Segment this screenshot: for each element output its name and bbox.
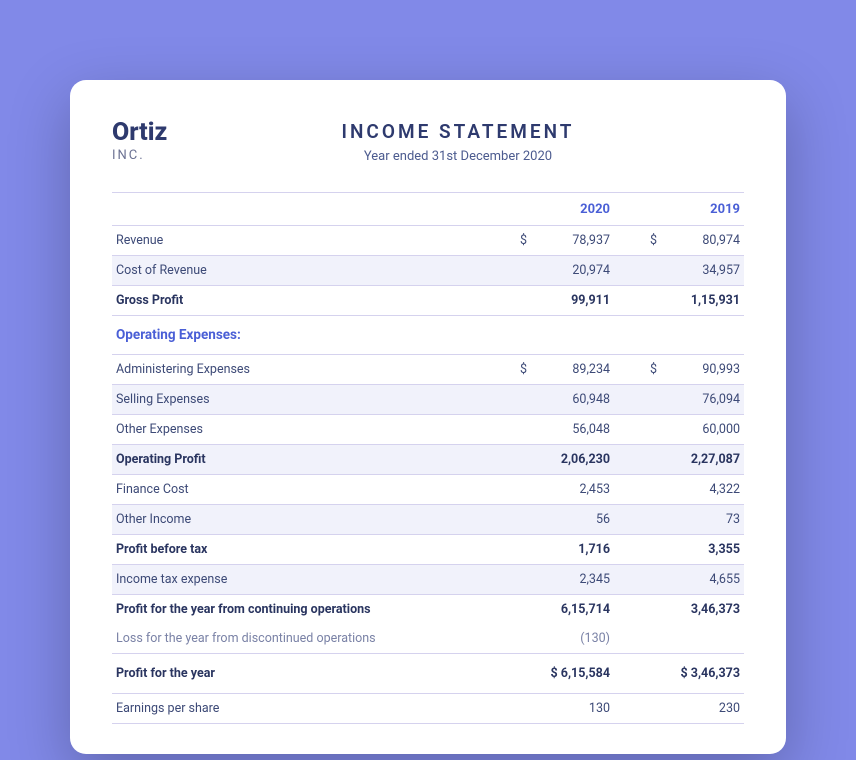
label: Revenue [116,233,520,248]
value-2019: 2,27,087 [668,452,740,467]
currency: $ [650,362,668,377]
label: Other Income [116,512,520,527]
label: Profit before tax [116,542,520,557]
label: Operating Expenses: [116,327,740,343]
currency: $ [520,233,538,248]
value-2020: 1,716 [538,542,610,557]
label: Profit for the year [116,666,502,681]
value-2019: 4,322 [668,482,740,497]
value-2019: 4,655 [668,572,740,587]
row-finance-cost: Finance Cost 2,453 4,322 [112,475,744,504]
document-subtitle: Year ended 31st December 2020 [282,149,634,164]
value-2019: 3,46,373 [668,602,740,617]
year-2: 2019 [668,202,740,217]
label: Gross Profit [116,293,520,308]
document-header: Ortiz INC. INCOME STATEMENT Year ended 3… [112,120,744,164]
value-2019: 76,094 [668,392,740,407]
value-2020: 89,234 [538,362,610,377]
label: Operating Profit [116,452,520,467]
label: Other Expenses [116,422,520,437]
statement-table: 2020 2019 Revenue $ 78,937 $ 80,974 Cost… [112,192,744,724]
row-other-expenses: Other Expenses 56,048 60,000 [112,415,744,444]
value-2020: $ 6,15,584 [520,666,610,681]
label: Profit for the year from continuing oper… [116,602,520,617]
value-2019: 1,15,931 [668,293,740,308]
row-eps: Earnings per share 130 230 [112,694,744,723]
value-2020: (130) [538,631,610,646]
currency: $ [520,362,538,377]
value-2020: 56 [538,512,610,527]
company-block: Ortiz INC. [112,120,282,163]
row-income-tax: Income tax expense 2,345 4,655 [112,565,744,594]
row-gross-profit: Gross Profit 99,911 1,15,931 [112,286,744,315]
value-2020: 6,15,714 [538,602,610,617]
value-2020: 20,974 [538,263,610,278]
year-header-row: 2020 2019 [112,193,744,225]
label: Selling Expenses [116,392,520,407]
row-opex-header: Operating Expenses: [112,316,744,354]
value-2020: 2,345 [538,572,610,587]
label: Income tax expense [116,572,520,587]
value-2020: 56,048 [538,422,610,437]
value-2020: 2,06,230 [538,452,610,467]
row-profit-before-tax: Profit before tax 1,716 3,355 [112,535,744,564]
row-profit-year: Profit for the year $ 6,15,584 $ 3,46,37… [112,654,744,693]
value-2019: 34,957 [668,263,740,278]
income-statement-document: Ortiz INC. INCOME STATEMENT Year ended 3… [70,80,786,754]
value-2019: 80,974 [668,233,740,248]
label: Loss for the year from discontinued oper… [116,631,520,646]
value-2019: 230 [668,701,740,716]
value-2020: 2,453 [538,482,610,497]
label: Finance Cost [116,482,520,497]
title-block: INCOME STATEMENT Year ended 31st Decembe… [282,120,744,164]
company-name: Ortiz [112,120,282,146]
value-2020: 99,911 [538,293,610,308]
row-admin-expenses: Administering Expenses $ 89,234 $ 90,993 [112,355,744,384]
row-continuing-ops: Profit for the year from continuing oper… [112,595,744,624]
document-title: INCOME STATEMENT [282,120,634,143]
row-other-income: Other Income 56 73 [112,505,744,534]
row-cost-of-revenue: Cost of Revenue 20,974 34,957 [112,256,744,285]
row-revenue: Revenue $ 78,937 $ 80,974 [112,226,744,255]
value-2019: 73 [668,512,740,527]
value-2019: 3,355 [668,542,740,557]
value-2019: 90,993 [668,362,740,377]
row-discontinued-ops: Loss for the year from discontinued oper… [112,624,744,653]
row-operating-profit: Operating Profit 2,06,230 2,27,087 [112,445,744,474]
value-2019: 60,000 [668,422,740,437]
label: Earnings per share [116,701,520,716]
row-selling-expenses: Selling Expenses 60,948 76,094 [112,385,744,414]
value-2020: 78,937 [538,233,610,248]
value-2020: 130 [538,701,610,716]
currency: $ [650,233,668,248]
year-1: 2020 [538,202,610,217]
value-2020: 60,948 [538,392,610,407]
value-2019: $ 3,46,373 [650,666,740,681]
label: Administering Expenses [116,362,520,377]
label: Cost of Revenue [116,263,520,278]
company-suffix: INC. [112,148,282,163]
